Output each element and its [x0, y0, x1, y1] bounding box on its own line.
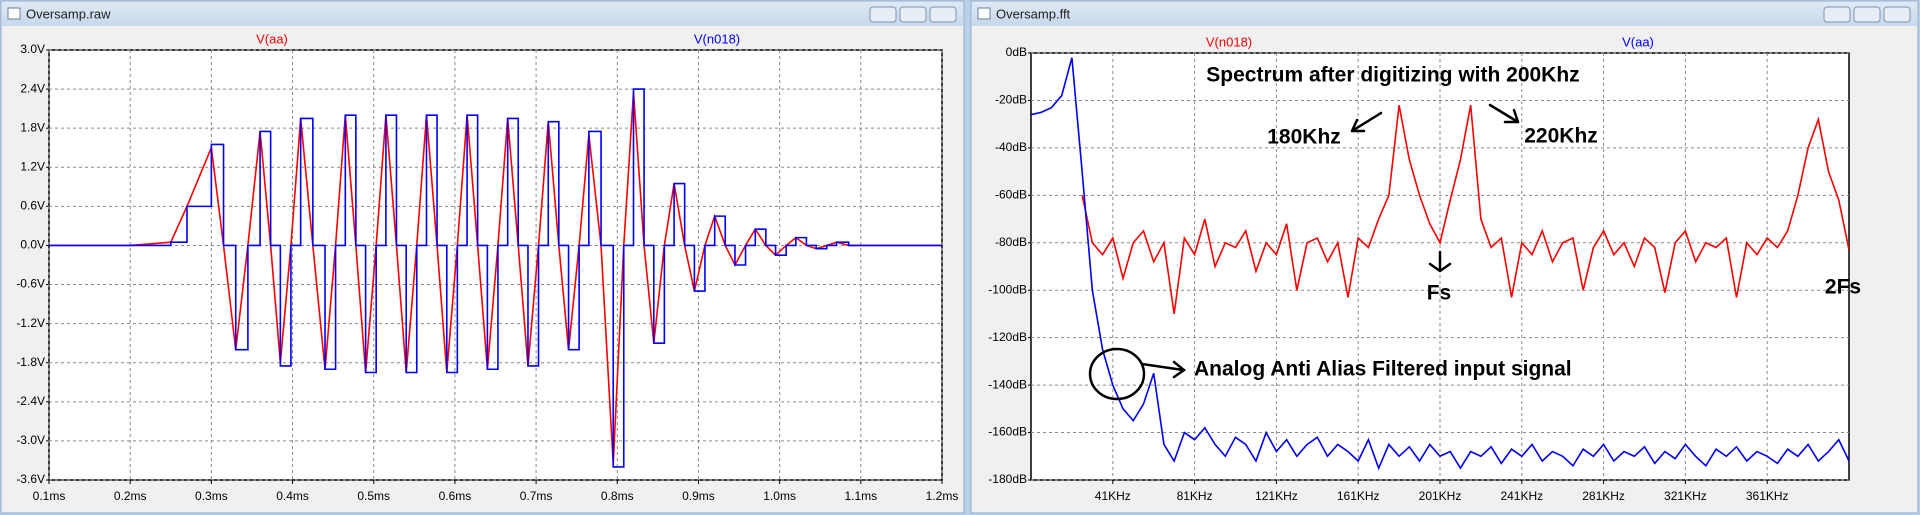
- annotation: Fs: [1427, 282, 1452, 305]
- y-tick-label: -140dB: [988, 377, 1027, 391]
- x-tick-label: 361KHz: [1746, 489, 1789, 503]
- x-tick-label: 241KHz: [1500, 489, 1543, 503]
- annotation: 2Fs: [1825, 276, 1861, 299]
- y-tick-label: 1.8V: [20, 120, 45, 134]
- x-tick-label: 0.6ms: [439, 489, 472, 503]
- y-tick-label: -40dB: [995, 140, 1027, 154]
- y-tick-label: -180dB: [988, 472, 1027, 486]
- x-tick-label: 0.8ms: [601, 489, 634, 503]
- y-tick-label: -160dB: [988, 425, 1027, 439]
- annotation: 220Khz: [1524, 125, 1598, 148]
- x-tick-label: 201KHz: [1419, 489, 1462, 503]
- y-tick-label: 2.4V: [20, 81, 45, 95]
- y-tick-label: -3.6V: [16, 472, 45, 486]
- annotation: Spectrum after digitizing with 200Khz: [1206, 64, 1579, 87]
- x-tick-label: 0.7ms: [520, 489, 553, 503]
- series-line: [49, 92, 942, 464]
- annotation: 180Khz: [1267, 126, 1341, 149]
- series-line: [49, 88, 942, 468]
- y-tick-label: -1.8V: [16, 355, 45, 369]
- legend-entry: V(aa): [1622, 34, 1654, 49]
- annotation: Analog Anti Alias Filtered input signal: [1194, 358, 1572, 381]
- y-tick-label: -80dB: [995, 235, 1027, 249]
- x-tick-label: 161KHz: [1337, 489, 1380, 503]
- annotation-arrows: [1088, 103, 1520, 401]
- x-tick-label: 1.1ms: [844, 489, 877, 503]
- x-tick-label: 1.0ms: [763, 489, 796, 503]
- series-line: [1031, 57, 1849, 471]
- arrow: [1140, 360, 1187, 379]
- y-tick-label: -60dB: [995, 188, 1027, 202]
- y-tick-label: -0.6V: [16, 277, 45, 291]
- arrow: [1488, 103, 1520, 124]
- minimize-button[interactable]: [1823, 6, 1851, 23]
- x-tick-label: 0.2ms: [114, 489, 147, 503]
- y-tick-label: -120dB: [988, 330, 1027, 344]
- x-tick-label: 121KHz: [1255, 489, 1298, 503]
- close-button[interactable]: [1883, 6, 1911, 23]
- circle-mark: [1088, 347, 1146, 401]
- window-title: Oversamp.raw: [26, 6, 111, 21]
- x-tick-label: 0.1ms: [33, 489, 66, 503]
- title-bar: [972, 2, 1917, 26]
- x-tick-label: 41KHz: [1095, 489, 1131, 503]
- x-tick-label: 0.4ms: [276, 489, 309, 503]
- window-icon: [977, 7, 991, 20]
- y-tick-label: -20dB: [995, 93, 1027, 107]
- close-button[interactable]: [929, 6, 957, 23]
- legend-entry: V(aa): [256, 31, 288, 46]
- minimize-button[interactable]: [869, 6, 897, 23]
- x-tick-label: 81KHz: [1177, 489, 1213, 503]
- legend-entry: V(n018): [1206, 34, 1252, 49]
- title-bar: [2, 2, 963, 26]
- window-icon: [7, 7, 21, 20]
- y-tick-label: 0dB: [1006, 45, 1027, 59]
- y-tick-label: 0.0V: [20, 238, 45, 252]
- y-tick-label: 1.2V: [20, 159, 45, 173]
- y-tick-label: 0.6V: [20, 199, 45, 213]
- x-tick-label: 0.5ms: [357, 489, 390, 503]
- x-tick-label: 0.3ms: [195, 489, 228, 503]
- x-tick-label: 281KHz: [1582, 489, 1625, 503]
- x-tick-label: 321KHz: [1664, 489, 1707, 503]
- y-tick-label: -3.0V: [16, 433, 45, 447]
- legend-entry: V(n018): [694, 31, 740, 46]
- y-tick-label: -100dB: [988, 282, 1027, 296]
- x-tick-label: 0.9ms: [682, 489, 715, 503]
- arrow: [1350, 111, 1383, 133]
- y-tick-label: -2.4V: [16, 394, 45, 408]
- arrow: [1428, 250, 1452, 273]
- series-line: [1081, 105, 1849, 315]
- maximize-button[interactable]: [899, 6, 927, 23]
- y-tick-label: -1.2V: [16, 316, 45, 330]
- window-title: Oversamp.fft: [996, 6, 1071, 21]
- x-tick-label: 1.2ms: [926, 489, 959, 503]
- maximize-button[interactable]: [1853, 6, 1881, 23]
- y-tick-label: 3.0V: [20, 42, 45, 56]
